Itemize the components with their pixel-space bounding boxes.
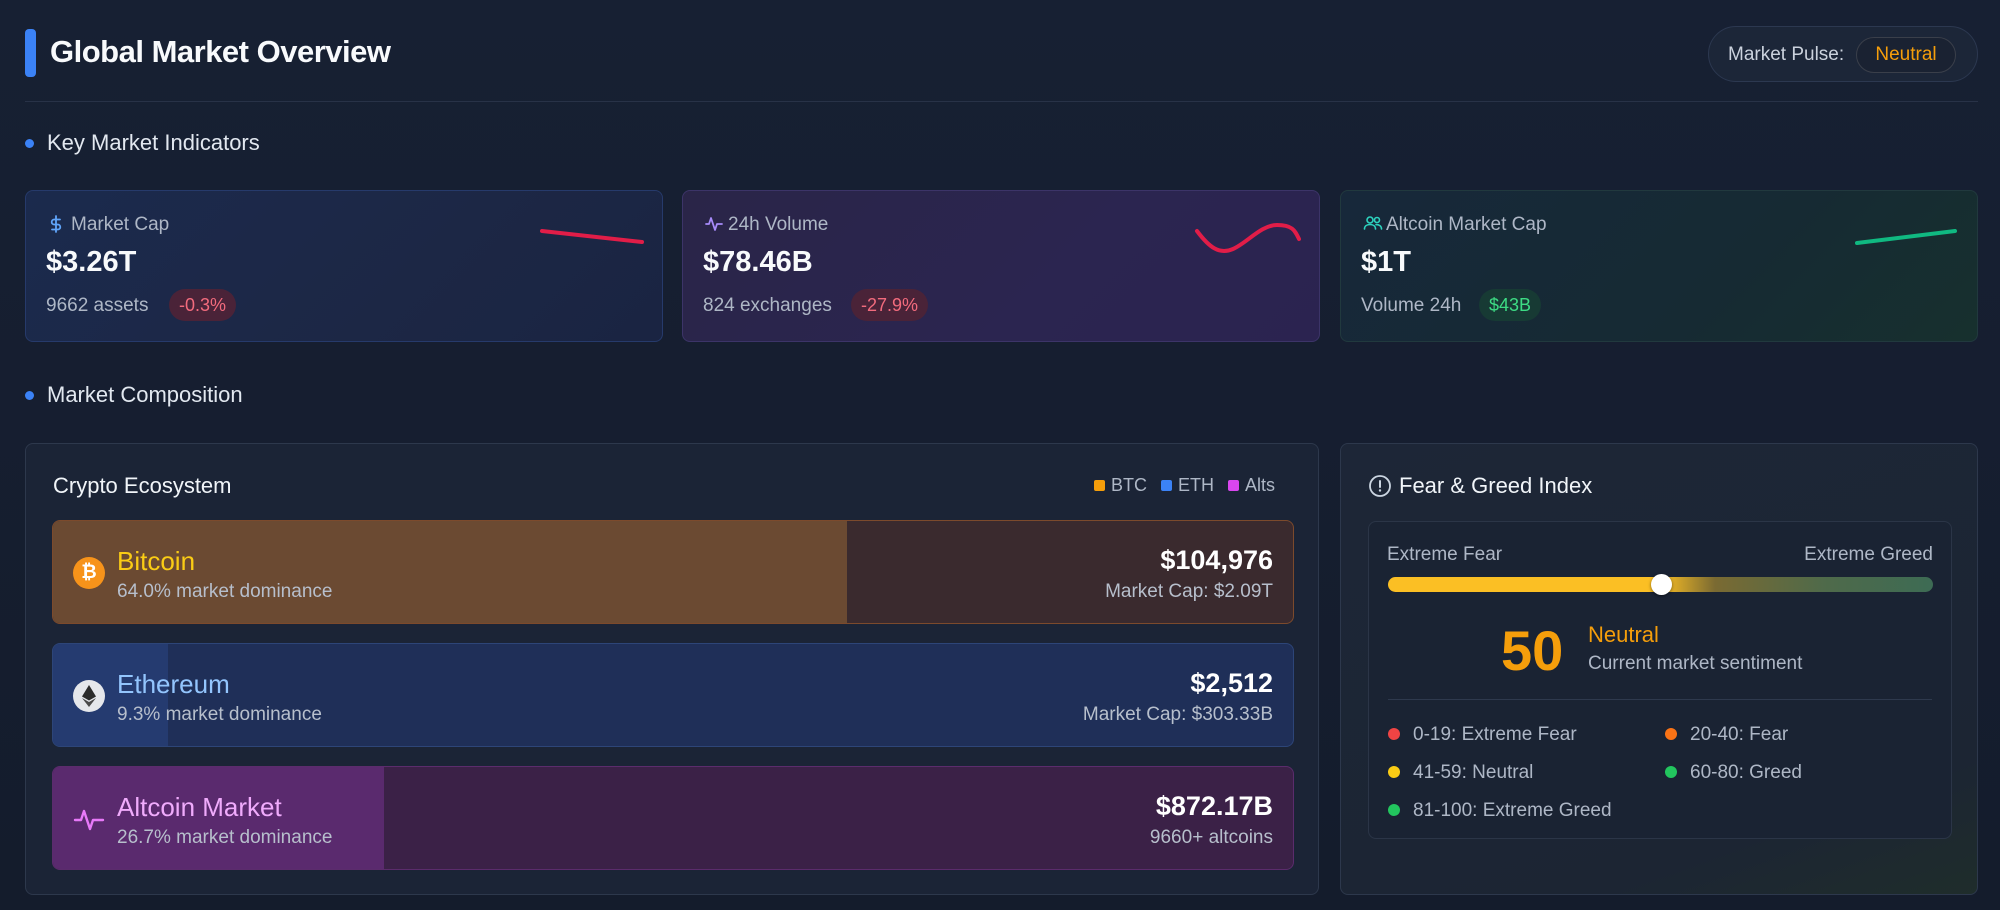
range-item: 0-19: Extreme Fear (1388, 724, 1577, 746)
change-badge: $43B (1479, 289, 1542, 321)
section-dot (25, 139, 34, 148)
scale-right-label: Extreme Greed (1804, 544, 1933, 565)
asset-cap: 9660+ altcoins (1149, 827, 1273, 848)
section-title-indicators: Key Market Indicators (47, 130, 260, 155)
legend-item-eth: ETH (1161, 475, 1214, 496)
card-sub: 824 exchanges (703, 295, 832, 316)
asset-dominance: 9.3% market dominance (117, 704, 322, 725)
page-title: Global Market Overview (50, 34, 391, 69)
asset-row-ethereum[interactable]: Ethereum 9.3% market dominance $2,512 Ma… (52, 643, 1294, 747)
range-item: 81-100: Extreme Greed (1388, 800, 1612, 822)
sparkline-up (1855, 229, 1957, 245)
panel-title: Fear & Greed Index (1399, 473, 1593, 498)
divider (1388, 699, 1932, 700)
asset-dominance: 64.0% market dominance (117, 581, 333, 602)
card-value: $3.26T (46, 246, 137, 278)
legend-item-alts: Alts (1228, 475, 1275, 496)
altcoin-cap-card[interactable]: Altcoin Market Cap $1T Volume 24h $43B (1340, 190, 1978, 342)
info-icon (1368, 474, 1392, 503)
scale-left-label: Extreme Fear (1387, 544, 1503, 565)
card-sub: 9662 assets (46, 295, 149, 316)
dollar-icon (48, 215, 64, 238)
activity-icon (705, 215, 723, 238)
range-item: 60-80: Greed (1665, 762, 1802, 784)
dominance-fill (53, 644, 169, 746)
sparkline-down (540, 229, 644, 244)
section-dot (25, 391, 34, 400)
asset-dominance: 26.7% market dominance (117, 827, 333, 848)
asset-price: $104,976 (1160, 545, 1273, 575)
asset-cap: Market Cap: $2.09T (1105, 581, 1273, 602)
asset-name: Bitcoin (117, 546, 196, 576)
activity-icon (73, 803, 105, 835)
change-badge: -0.3% (169, 289, 237, 321)
card-value: $78.46B (703, 246, 813, 278)
asset-row-altcoins[interactable]: Altcoin Market 26.7% market dominance $8… (52, 766, 1294, 870)
asset-row-bitcoin[interactable]: ₿ Bitcoin 64.0% market dominance $104,97… (52, 520, 1294, 624)
index-description: Current market sentiment (1588, 653, 1803, 674)
market-pulse: Market Pulse: Neutral (1708, 26, 1978, 82)
sentiment-knob[interactable] (1650, 574, 1672, 595)
sparkline-wave (1195, 222, 1301, 253)
title-accent-bar (25, 29, 36, 77)
change-badge: -27.9% (851, 289, 929, 321)
market-pulse-badge[interactable]: Neutral (1856, 37, 1956, 73)
page-header: Global Market Overview Market Pulse: Neu… (25, 18, 1978, 102)
asset-price: $2,512 (1190, 668, 1273, 698)
dominance-fill (53, 521, 847, 623)
range-item: 41-59: Neutral (1388, 762, 1533, 784)
market-pulse-label: Market Pulse: (1728, 44, 1845, 65)
fear-greed-gauge: Extreme Fear Extreme Greed 50 Neutral Cu… (1368, 521, 1952, 839)
asset-name: Altcoin Market (117, 792, 282, 822)
card-sub: Volume 24h (1361, 295, 1462, 316)
market-cap-card[interactable]: Market Cap $3.26T 9662 assets -0.3% (25, 190, 663, 342)
users-icon (1363, 215, 1383, 236)
fear-greed-panel: Fear & Greed Index Extreme Fear Extreme … (1340, 443, 1978, 895)
asset-price: $872.17B (1155, 791, 1273, 821)
range-item: 20-40: Fear (1665, 724, 1788, 746)
card-label: Market Cap (71, 214, 170, 235)
dominance-fill (53, 767, 385, 869)
volume-card[interactable]: 24h Volume $78.46B 824 exchanges -27.9% (682, 190, 1320, 342)
card-value: $1T (1361, 246, 1411, 278)
section-title-composition: Market Composition (47, 382, 243, 407)
bitcoin-icon: ₿ (73, 557, 105, 589)
asset-cap: Market Cap: $303.33B (1082, 704, 1273, 725)
asset-name: Ethereum (117, 669, 230, 699)
index-label: Neutral (1588, 622, 1659, 647)
panel-title: Crypto Ecosystem (53, 473, 232, 498)
ecosystem-legend: BTC ETH Alts (1094, 475, 1314, 496)
index-value: 50 (1501, 619, 1564, 682)
crypto-ecosystem-panel: Crypto Ecosystem BTC ETH Alts ₿ Bitcoin … (25, 443, 1319, 895)
legend-item-btc: BTC (1094, 475, 1147, 496)
ethereum-icon (73, 680, 105, 712)
card-label: Altcoin Market Cap (1386, 214, 1547, 235)
card-label: 24h Volume (728, 214, 829, 235)
